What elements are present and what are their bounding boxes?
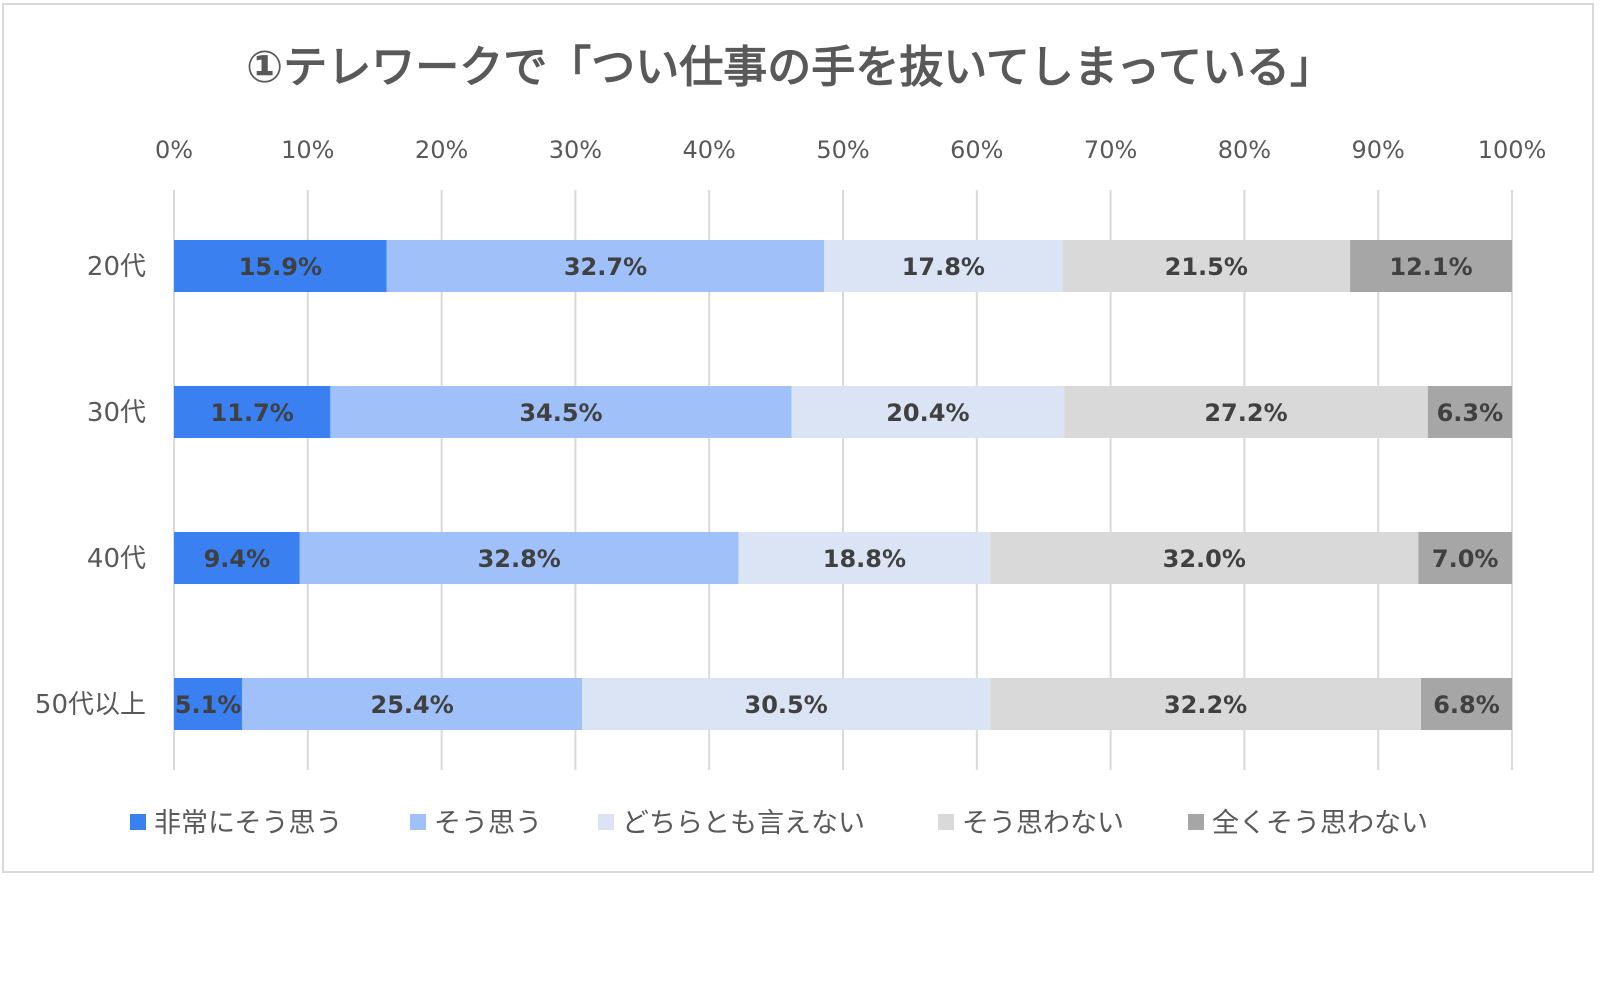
- bar-segment: [1421, 678, 1512, 730]
- bar-segment: [174, 240, 387, 292]
- bar-segment: [174, 678, 243, 730]
- bar-segment: [1418, 532, 1512, 584]
- x-tick-label: 0%: [155, 136, 193, 164]
- bar-segment: [242, 678, 583, 730]
- category-label: 50代以上: [35, 690, 146, 720]
- bar-segment: [1062, 240, 1351, 292]
- data-label: 15.9%: [239, 253, 322, 281]
- data-labels: 15.9% 32.7% 17.8% 21.5% 12.1% 11.7% 34.5% 20.4%…: [175, 253, 1503, 719]
- data-label: 18.8%: [823, 545, 906, 573]
- data-label: 32.8%: [478, 545, 561, 573]
- data-label: 7.0%: [1432, 545, 1499, 573]
- x-tick-label: 30%: [549, 136, 602, 164]
- data-label: 11.7%: [211, 399, 294, 427]
- legend: 非常にそう思う そう思う どちらとも言えない そう思わない 全くそう思わない: [130, 808, 1428, 839]
- data-label: 30.5%: [745, 691, 828, 719]
- category-label: 20代: [87, 252, 146, 282]
- legend-label: そう思わない: [962, 808, 1124, 839]
- legend-label: 非常にそう思う: [154, 808, 342, 839]
- bar-segment: [824, 240, 1063, 292]
- bar-segment: [1427, 386, 1512, 438]
- data-label: 5.1%: [175, 691, 242, 719]
- bar-segment: [990, 678, 1422, 730]
- x-tick-label: 50%: [816, 136, 869, 164]
- data-label: 6.8%: [1433, 691, 1500, 719]
- x-tick-label: 90%: [1352, 136, 1405, 164]
- legend-swatch: [938, 814, 954, 830]
- data-label: 27.2%: [1204, 399, 1287, 427]
- y-axis-category-labels: 20代 30代 40代 50代以上: [35, 252, 146, 720]
- legend-swatch: [1188, 814, 1204, 830]
- bar-segment: [174, 386, 331, 438]
- legend-label: どちらとも言えない: [622, 808, 865, 839]
- bar-segment: [386, 240, 825, 292]
- legend-swatch: [410, 814, 426, 830]
- legend-swatch: [130, 814, 146, 830]
- bar-segments: [174, 240, 1512, 730]
- bar-segment: [990, 532, 1419, 584]
- legend-label: 全くそう思わない: [1212, 808, 1428, 839]
- data-label: 9.4%: [204, 545, 271, 573]
- x-axis-tick-labels: 0% 10% 20% 30% 40% 50% 60% 70% 80% 90% 100%: [155, 136, 1546, 164]
- bar-segment: [1064, 386, 1428, 438]
- bar-segment: [1350, 240, 1512, 292]
- bar-segment: [791, 386, 1065, 438]
- data-label: 21.5%: [1165, 253, 1248, 281]
- bar-segment: [582, 678, 991, 730]
- bar-segment: [174, 532, 300, 584]
- x-tick-label: 70%: [1084, 136, 1137, 164]
- data-label: 34.5%: [519, 399, 602, 427]
- x-tick-label: 60%: [950, 136, 1003, 164]
- x-tick-label: 10%: [281, 136, 334, 164]
- data-label: 25.4%: [371, 691, 454, 719]
- data-label: 6.3%: [1437, 399, 1504, 427]
- data-label: 32.7%: [564, 253, 647, 281]
- category-label: 30代: [87, 398, 146, 428]
- data-label: 17.8%: [902, 253, 985, 281]
- bar-segment: [738, 532, 991, 584]
- data-label: 32.0%: [1163, 545, 1246, 573]
- bar-segment: [330, 386, 792, 438]
- x-tick-label: 40%: [683, 136, 736, 164]
- x-tick-label: 100%: [1478, 136, 1547, 164]
- data-label: 12.1%: [1389, 253, 1472, 281]
- legend-swatch: [598, 814, 614, 830]
- x-tick-label: 80%: [1218, 136, 1271, 164]
- chart-title: ①テレワークで「つい仕事の手を抜いてしまっている」: [246, 42, 1334, 93]
- bar-segment: [299, 532, 739, 584]
- category-label: 40代: [87, 544, 146, 574]
- legend-label: そう思う: [434, 808, 542, 839]
- x-tick-label: 20%: [415, 136, 468, 164]
- data-label: 20.4%: [886, 399, 969, 427]
- data-label: 32.2%: [1164, 691, 1247, 719]
